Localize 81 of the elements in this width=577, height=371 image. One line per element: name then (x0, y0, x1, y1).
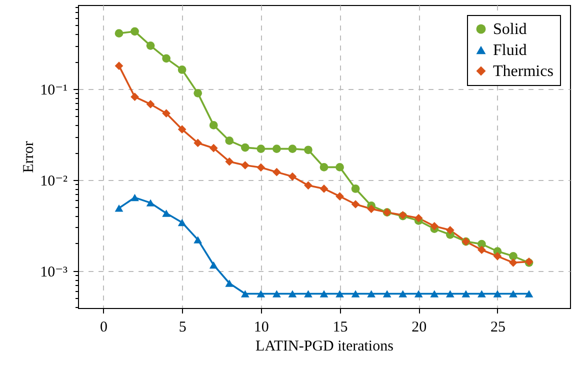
point (194, 236, 202, 244)
point (304, 181, 312, 190)
point (367, 290, 376, 298)
point (478, 246, 486, 254)
point (240, 290, 250, 298)
point (524, 290, 534, 298)
point (162, 109, 170, 118)
x-axis-title: LATIN-PGD iterations (256, 338, 394, 354)
point (240, 161, 250, 170)
x-tick-label: 10 (254, 320, 269, 336)
x-tick-label: 15 (332, 320, 348, 336)
point (178, 66, 186, 74)
point (446, 226, 454, 234)
point (288, 290, 297, 298)
point (414, 290, 423, 298)
point (382, 290, 392, 298)
point (114, 204, 124, 212)
point (367, 204, 376, 214)
point (114, 62, 124, 70)
point (414, 214, 423, 222)
point (509, 258, 518, 267)
point (336, 163, 344, 172)
point (225, 136, 234, 145)
legend-label: Thermics (493, 63, 554, 80)
point (256, 163, 266, 172)
point (114, 29, 124, 38)
point (194, 138, 202, 148)
point (509, 290, 518, 298)
point (130, 27, 139, 36)
point (430, 222, 439, 230)
point (256, 290, 266, 298)
point (351, 290, 360, 298)
point (320, 290, 328, 298)
point (493, 290, 502, 298)
point (146, 100, 155, 108)
x-tick-label: 25 (490, 320, 506, 336)
point (272, 144, 281, 153)
point (146, 41, 155, 50)
point (130, 194, 139, 202)
point (288, 172, 297, 181)
point (209, 121, 218, 130)
point (272, 290, 281, 298)
x-tick-label: 20 (412, 320, 427, 336)
point (462, 290, 470, 298)
point (320, 184, 328, 193)
point (194, 89, 202, 98)
point (225, 157, 234, 166)
point (146, 199, 155, 206)
point (493, 252, 502, 260)
point (162, 54, 170, 63)
point (178, 125, 186, 134)
point (162, 210, 170, 217)
point (130, 92, 139, 102)
x-tick-label: 5 (178, 320, 186, 336)
point (304, 146, 312, 154)
point (304, 290, 312, 298)
point (209, 144, 218, 152)
point (351, 200, 360, 208)
point (209, 261, 218, 269)
y-tick-label: 10⁻³ (40, 264, 68, 280)
y-tick-label: 10⁻¹ (40, 82, 68, 99)
point (336, 192, 344, 201)
y-tick-label: 10⁻² (40, 173, 68, 190)
point (446, 290, 454, 298)
point (272, 168, 281, 176)
point (178, 218, 186, 226)
legend-label: Solid (493, 21, 527, 38)
x-tick-label: 0 (100, 320, 108, 336)
point (256, 144, 266, 153)
point (509, 252, 518, 260)
legend-label: Fluid (493, 42, 527, 59)
point (351, 184, 360, 193)
point (430, 290, 439, 298)
point (336, 290, 344, 298)
y-axis-title: Error (21, 141, 38, 173)
point (240, 143, 250, 152)
point (478, 290, 486, 298)
point (320, 163, 328, 172)
point (225, 280, 234, 287)
point (398, 290, 408, 298)
point (288, 144, 297, 153)
